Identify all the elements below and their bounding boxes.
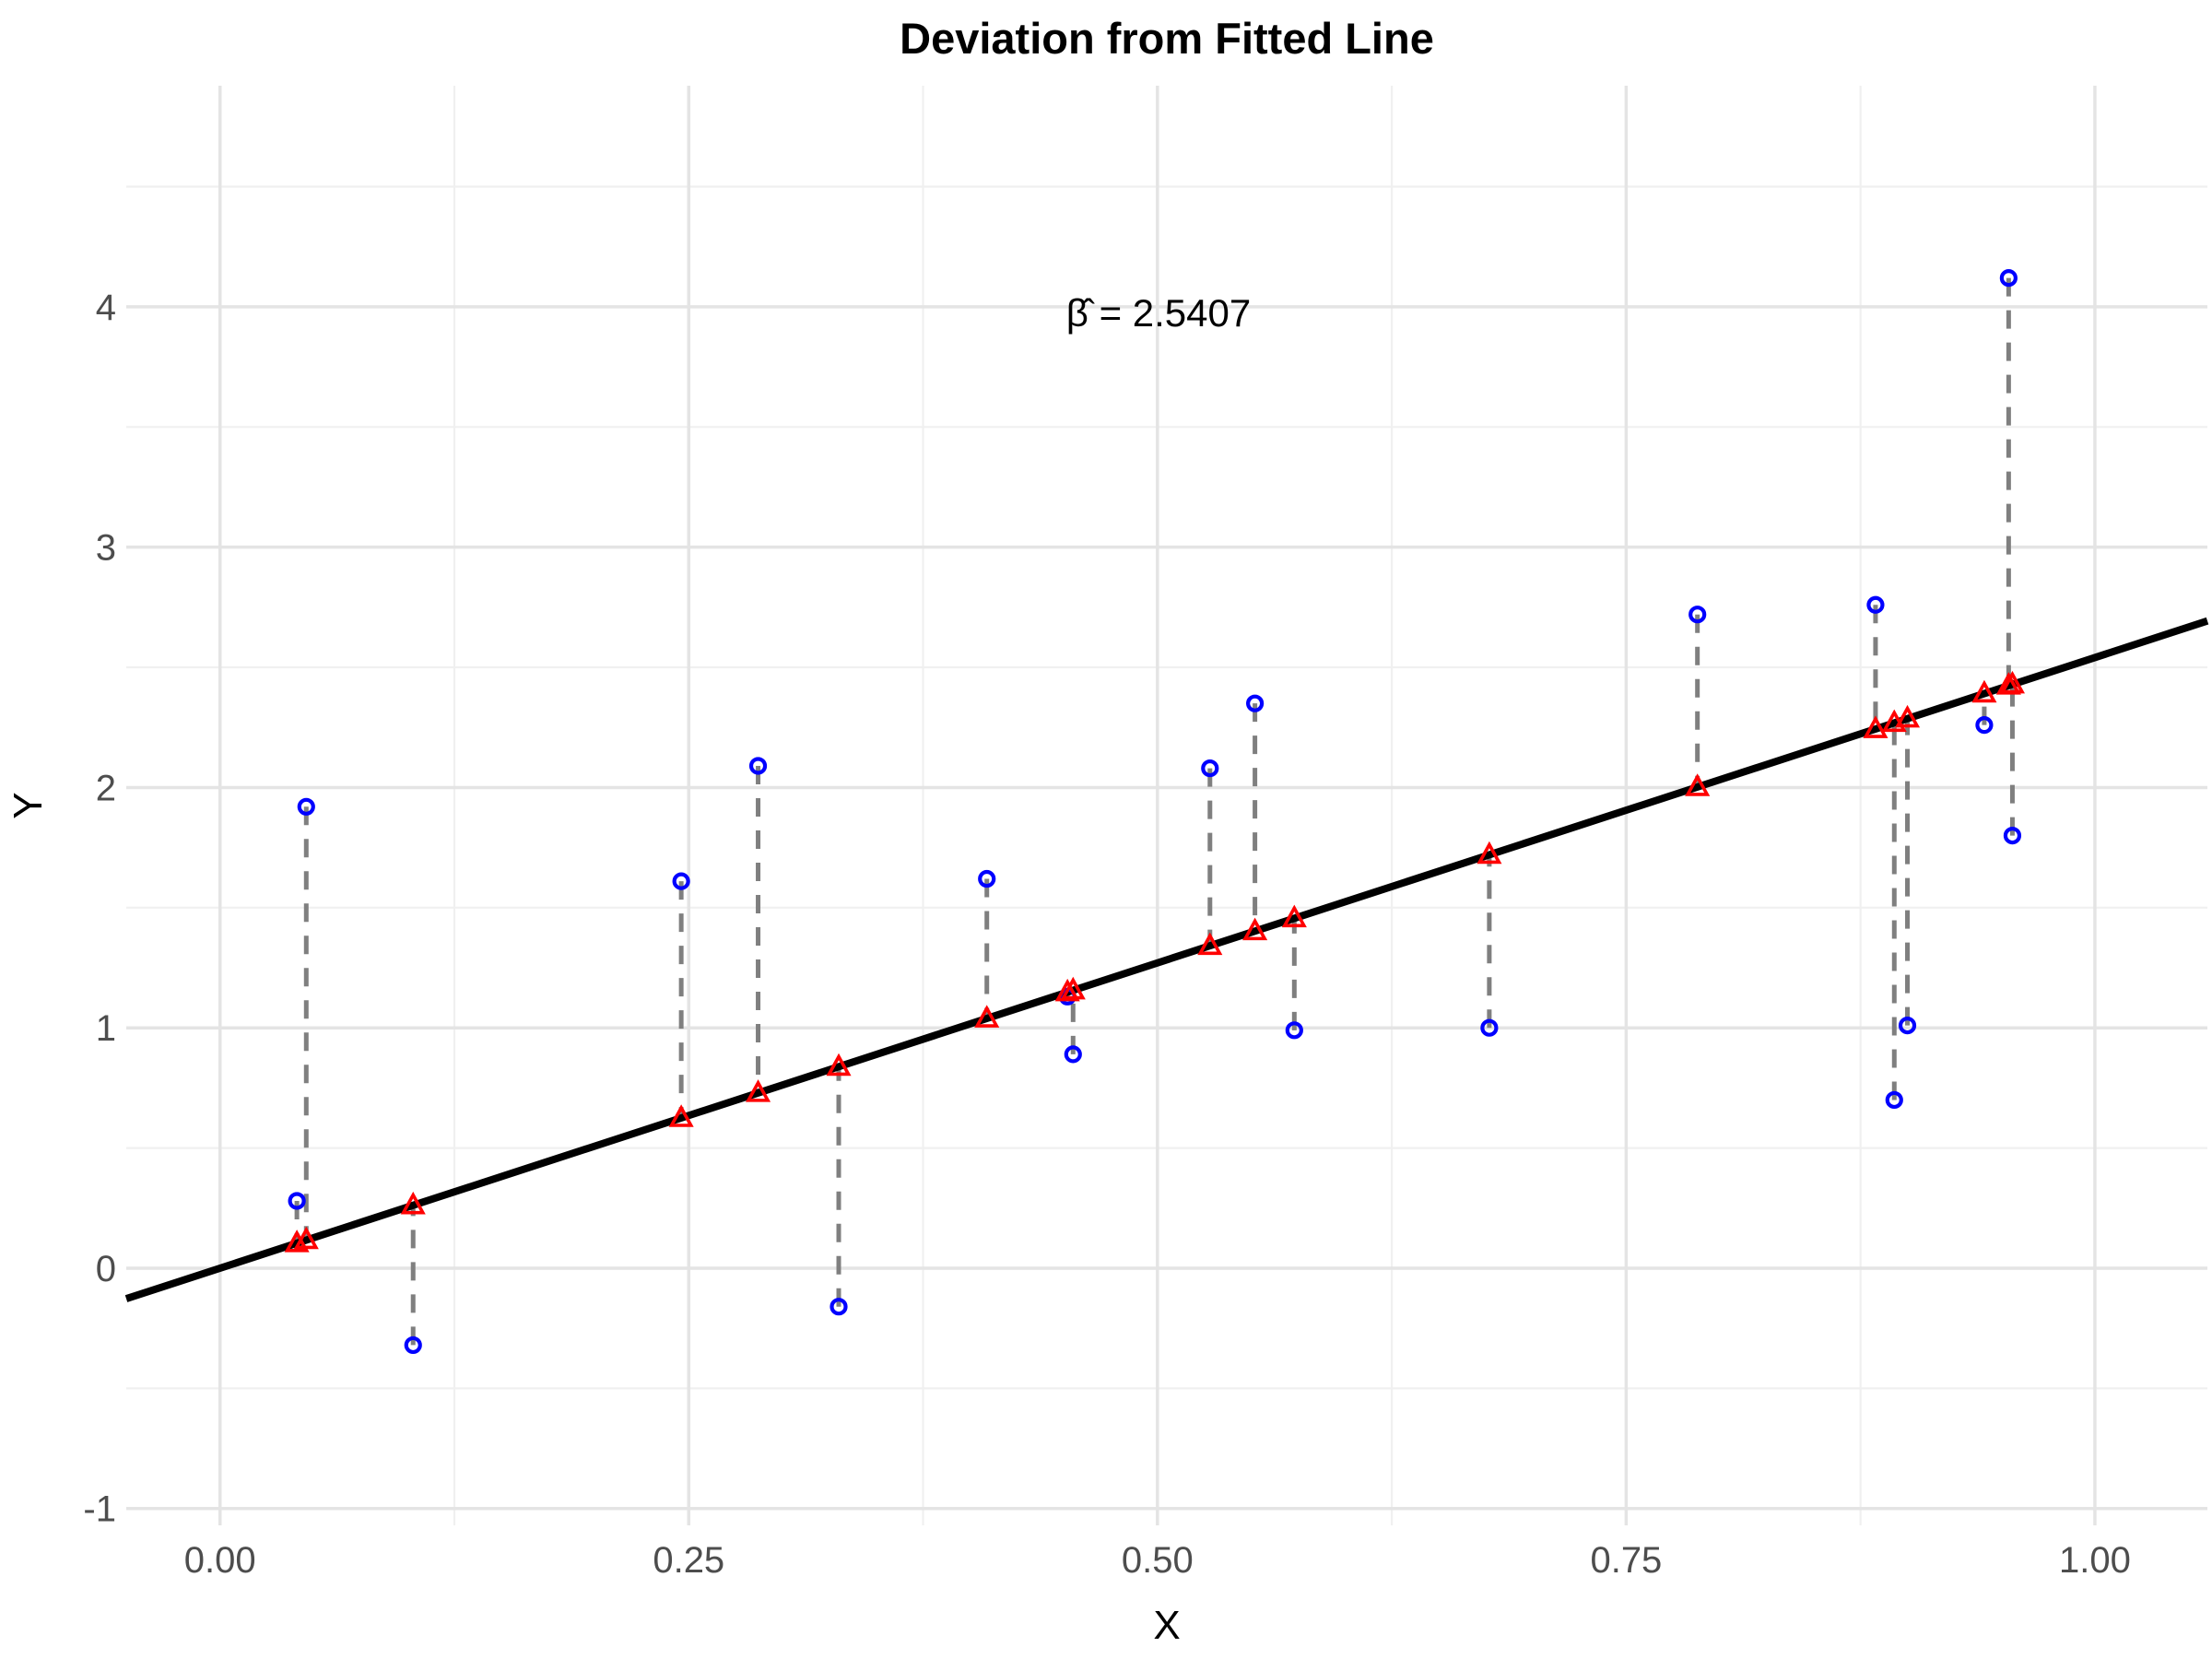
x-axis-tick-label: 0.25 [653, 1540, 724, 1581]
observed-point [748, 757, 768, 775]
fitted-point [1242, 917, 1268, 941]
major-gridlines [126, 86, 2207, 1525]
y-axis-tick-label: 0 [96, 1249, 116, 1289]
fitted-point [293, 1226, 319, 1250]
y-axis-tick-label: 4 [96, 288, 116, 328]
y-axis-title: Y [6, 792, 51, 818]
fitted-point [1054, 978, 1080, 1002]
observed-point [1480, 1018, 1499, 1037]
observed-point [1246, 694, 1265, 712]
observed-point [1866, 595, 1885, 614]
x-axis-tick-label: 0.50 [1122, 1540, 1194, 1581]
plot-title: Deviation from Fitted Line [900, 14, 1434, 63]
fitted-point [1197, 932, 1223, 956]
observed-point [1999, 269, 2018, 288]
y-axis-tick-label: 1 [96, 1008, 116, 1049]
fitted-point [826, 1053, 852, 1077]
y-axis-tick-label: -1 [83, 1489, 116, 1530]
y-axis-tick-label: 2 [96, 768, 116, 808]
fitted-point [974, 1005, 1000, 1028]
observed-point [1201, 759, 1219, 778]
fitted-point [284, 1230, 310, 1253]
fitted-point [1060, 976, 1086, 1000]
observed-point [1285, 1021, 1303, 1040]
observed-point [1064, 1045, 1082, 1064]
observed-point [1688, 606, 1707, 624]
fitted-point [1685, 773, 1711, 796]
fitted-point [1863, 715, 1888, 738]
fitted-point [400, 1191, 426, 1215]
observed-point [1975, 716, 1994, 735]
fitted-line [124, 617, 2209, 1302]
y-axis-tick-label: 3 [96, 528, 116, 569]
x-axis-tick-label: 0.75 [1590, 1540, 1662, 1581]
observed-point [404, 1335, 422, 1355]
fitted-point [1971, 679, 1997, 703]
beta-hat-annotation: β̂ = 2.5407 [1066, 291, 1251, 335]
x-axis-tick-label: 0.00 [184, 1540, 256, 1581]
observed-point [1898, 1017, 1917, 1035]
observed-point [830, 1298, 848, 1316]
fitted-point [668, 1104, 694, 1127]
observed-point [672, 872, 690, 890]
observed-point [1885, 1090, 1903, 1110]
fitted-point [1999, 670, 2025, 694]
observed-point [288, 1192, 306, 1210]
residual-segments [294, 277, 2015, 1346]
observed-point [297, 797, 315, 816]
fitted-points [284, 670, 2025, 1253]
fitted-point [745, 1079, 771, 1102]
fitted-point [1894, 704, 1921, 728]
x-axis-tick-label: 1.00 [2059, 1540, 2131, 1581]
fitted-line-group [124, 617, 2209, 1302]
observed-point [978, 869, 996, 888]
fitted-point [1281, 904, 1307, 928]
observed-points [288, 269, 2022, 1355]
axis-tick-labels: 0.00 0.25 0.50 0.75 1.00 -1 0 1 2 3 4 [83, 288, 2130, 1581]
minor-gridlines [126, 86, 2207, 1525]
fitted-point [1477, 841, 1502, 865]
x-axis-title: X [1153, 1603, 1180, 1648]
observed-point [2003, 826, 2022, 845]
